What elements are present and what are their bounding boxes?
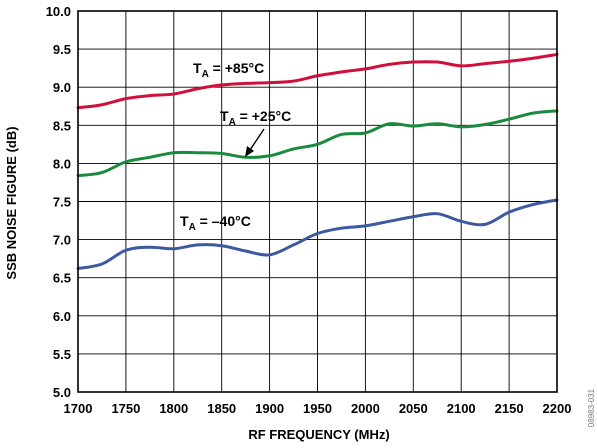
y-tick-label: 7.5 [53,195,71,210]
series-25c-line [76,109,559,178]
x-tick-label: 1750 [111,401,140,416]
y-tick-label: 9.0 [53,80,71,95]
annotation-25c-arrow [245,128,265,157]
figure-id: 08983-031 [587,388,596,427]
x-tick-labels: 1700 1750 1800 1850 1900 1950 2000 2050 2100 2150… [64,401,572,416]
y-tick-label: 6.0 [53,309,71,324]
y-tick-label: 5.0 [53,385,71,400]
x-tick-label: 2150 [495,401,524,416]
annotation-25c: TA = +25°C [220,108,291,128]
y-tick-labels: 5.0 5.5 6.0 6.5 7.0 7.5 8.0 8.5 9.0 9.5 10.0 [46,4,71,400]
x-tick-label: 1700 [64,401,93,416]
y-tick-label: 5.5 [53,347,71,362]
annotation-85c: TA = +85°C [193,60,264,80]
x-tick-label: 2200 [543,401,572,416]
y-tick-label: 7.0 [53,233,71,248]
series-minus40c-line [76,198,559,271]
y-tick-label: 6.5 [53,271,71,286]
x-tick-label: 1800 [159,401,188,416]
y-tick-label: 8.0 [53,156,71,171]
x-tick-label: 1950 [303,401,332,416]
series-layer [76,52,559,271]
x-axis-title: RF FREQUENCY (MHz) [248,427,389,442]
grid [77,10,558,393]
y-tick-label: 10.0 [46,4,71,19]
x-tick-label: 2050 [399,401,428,416]
annotation-minus40c: TA = –40°C [180,213,251,233]
x-tick-label: 1900 [255,401,284,416]
plot-frame [77,10,558,393]
y-tick-label: 9.5 [53,42,71,57]
y-tick-label: 8.5 [53,118,71,133]
x-tick-label: 2100 [447,401,476,416]
series-85c-line [76,52,559,110]
y-axis-title: SSB NOISE FIGURE (dB) [4,126,19,279]
x-tick-label: 2000 [351,401,380,416]
x-tick-label: 1850 [207,401,236,416]
